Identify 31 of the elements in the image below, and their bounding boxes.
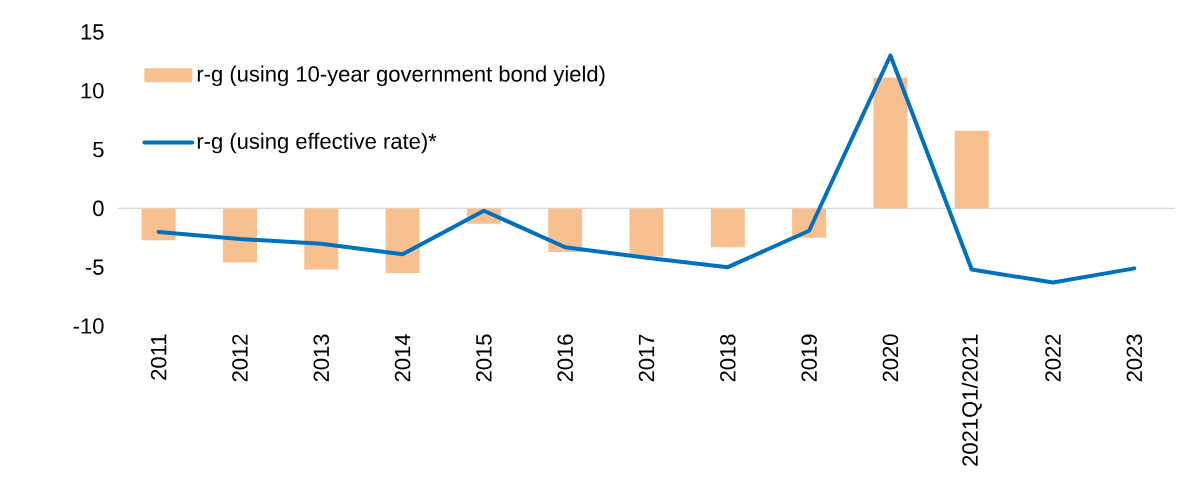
y-tick-label: -10 (73, 318, 104, 334)
x-tick-label: 2014 (394, 334, 411, 382)
y-tick-label: 5 (93, 141, 104, 158)
bar (710, 208, 745, 248)
x-tick-label: 2017 (638, 334, 655, 382)
y-tick-label: -5 (85, 259, 104, 275)
bar (304, 208, 339, 270)
x-tick-label: 2018 (720, 334, 736, 382)
line-series (156, 53, 1137, 285)
x-tick-label: 2015 (476, 334, 492, 382)
x-tick-label: 2019 (801, 334, 817, 382)
x-tick-label: 2020 (882, 334, 899, 382)
legend-label: r-g (using effective rate)* (197, 132, 437, 154)
bar (385, 208, 420, 274)
y-tick-label: 10 (81, 83, 104, 99)
bar (548, 208, 583, 252)
x-tick-label: 2012 (232, 334, 248, 382)
bar (141, 208, 176, 241)
legend-label: r-g (using 10-year government bond yield) (197, 65, 605, 87)
x-tick-label: 2023 (1126, 334, 1143, 382)
bar (873, 77, 908, 209)
x-tick-label: 2021Q1/2021 (961, 334, 982, 466)
bar (954, 130, 989, 209)
x-tick-label: 2016 (557, 334, 573, 382)
y-tick-label: 15 (81, 24, 104, 40)
x-tick-label: 2022 (1045, 334, 1061, 382)
y-tick-label: 0 (93, 200, 104, 217)
bar (629, 208, 664, 257)
bar (222, 208, 257, 263)
x-tick-label: 2011 (150, 334, 167, 380)
x-tick-label: 2013 (313, 334, 330, 382)
